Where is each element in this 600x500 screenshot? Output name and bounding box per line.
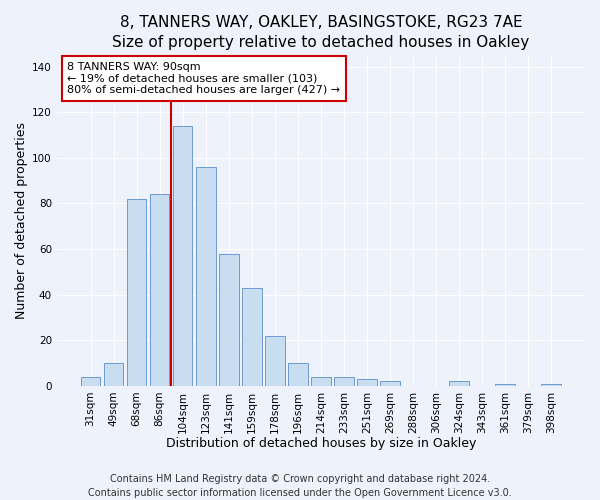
Bar [288, 363, 308, 386]
Bar [496, 384, 515, 386]
Bar [150, 194, 169, 386]
Title: 8, TANNERS WAY, OAKLEY, BASINGSTOKE, RG23 7AE
Size of property relative to detac: 8, TANNERS WAY, OAKLEY, BASINGSTOKE, RG2… [112, 15, 530, 50]
Bar [104, 363, 124, 386]
Bar [334, 376, 354, 386]
Bar [541, 384, 561, 386]
Bar [81, 376, 100, 386]
Bar [196, 167, 215, 386]
Bar [357, 379, 377, 386]
Text: 8 TANNERS WAY: 90sqm
← 19% of detached houses are smaller (103)
80% of semi-deta: 8 TANNERS WAY: 90sqm ← 19% of detached h… [67, 62, 340, 95]
Bar [173, 126, 193, 386]
Bar [380, 382, 400, 386]
Bar [242, 288, 262, 386]
Bar [127, 199, 146, 386]
Bar [219, 254, 239, 386]
Bar [265, 336, 284, 386]
Bar [449, 382, 469, 386]
Text: Contains HM Land Registry data © Crown copyright and database right 2024.
Contai: Contains HM Land Registry data © Crown c… [88, 474, 512, 498]
Bar [311, 376, 331, 386]
X-axis label: Distribution of detached houses by size in Oakley: Distribution of detached houses by size … [166, 437, 476, 450]
Y-axis label: Number of detached properties: Number of detached properties [15, 122, 28, 319]
